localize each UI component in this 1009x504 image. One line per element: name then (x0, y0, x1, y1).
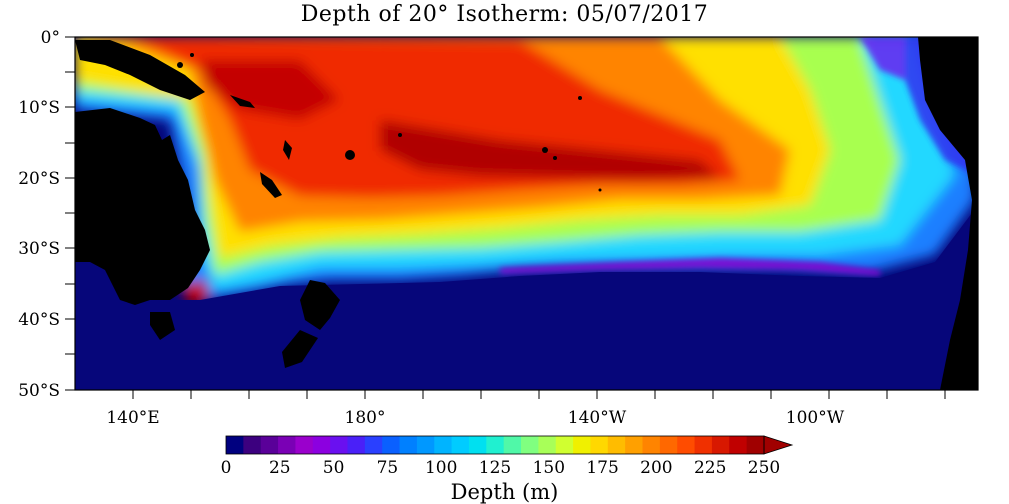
colorbar-swatch (625, 436, 644, 454)
colorbar-swatch (364, 436, 383, 454)
colorbar-swatch (590, 436, 609, 454)
colorbar-swatch (659, 436, 678, 454)
axis-ticks (65, 36, 946, 399)
new-zealand-landmass (300, 280, 340, 330)
colorbar-swatch (382, 436, 401, 454)
lat-label: 0° (41, 28, 60, 48)
lon-label: 140°E (106, 408, 159, 428)
colorbar-swatch (347, 436, 366, 454)
colorbar-tick-label: 125 (479, 458, 511, 478)
colorbar-swatch (330, 436, 348, 454)
south-america-landmass (918, 37, 978, 390)
colorbar-swatch (295, 436, 314, 454)
colorbar-swatch (486, 436, 505, 454)
new-zealand-south-landmass (282, 330, 318, 368)
colorbar-swatch (434, 436, 453, 454)
colorbar-swatch (607, 436, 626, 454)
colorbar-tick-label: 175 (586, 458, 618, 478)
colorbar-title: Depth (m) (450, 480, 559, 504)
colorbar-tick-label: 150 (533, 458, 565, 478)
colorbar-swatch (260, 436, 279, 454)
colorbar-swatch (451, 436, 470, 454)
tasmania-landmass (150, 312, 175, 340)
lat-label: 50°S (18, 381, 60, 401)
colorbar-extend-arrow (763, 435, 794, 455)
colorbar-swatch (729, 436, 748, 454)
lat-label: 20°S (18, 169, 60, 189)
lon-label: 180° (345, 408, 386, 428)
colorbar-swatch (243, 436, 262, 454)
colorbar-tick-label: 225 (694, 458, 726, 478)
colorbar-swatch (312, 436, 331, 454)
colorbar-tick-labels: 0 25 50 75 100 125 150 175 200 225 250 (221, 458, 781, 478)
australia-landmass (75, 108, 210, 305)
data-field (75, 37, 978, 390)
colorbar-swatch (416, 436, 435, 454)
new-caledonia-landmass (260, 172, 282, 198)
colorbar-tick-label: 200 (640, 458, 672, 478)
colorbar-tick-label: 25 (269, 458, 291, 478)
colorbar-tick-label: 0 (221, 458, 232, 478)
lat-label: 40°S (18, 310, 60, 330)
lon-label: 100°W (786, 408, 845, 428)
map-title: Depth of 20° Isotherm: 05/07/2017 (300, 2, 709, 27)
lat-label: 10°S (18, 98, 60, 118)
colorbar-swatch (642, 436, 661, 454)
colorbar-swatch (503, 436, 522, 454)
land-masses (75, 37, 978, 390)
colorbar-tick-label: 250 (748, 458, 780, 478)
lat-label: 30°S (18, 239, 60, 259)
new-guinea-landmass (75, 40, 205, 100)
colorbar-tick-label: 50 (323, 458, 345, 478)
colorbar-tick-label: 100 (425, 458, 457, 478)
colorbar-swatch (399, 436, 418, 454)
colorbar (225, 435, 794, 455)
colorbar-swatch (468, 436, 487, 454)
colorbar-swatch (278, 436, 296, 454)
lon-label: 140°W (568, 408, 627, 428)
colorbar-swatch (226, 436, 244, 454)
colorbar-swatch (573, 436, 591, 454)
colorbar-frame (225, 435, 765, 455)
colorbar-swatch (694, 436, 713, 454)
colorbar-swatch (521, 436, 539, 454)
colorbar-tick-label: 75 (377, 458, 399, 478)
colorbar-swatch (711, 436, 730, 454)
colorbar-swatch (746, 436, 765, 454)
colorbar-swatch (677, 436, 696, 454)
colorbar-swatch (538, 436, 557, 454)
colorbar-swatch (555, 436, 574, 454)
